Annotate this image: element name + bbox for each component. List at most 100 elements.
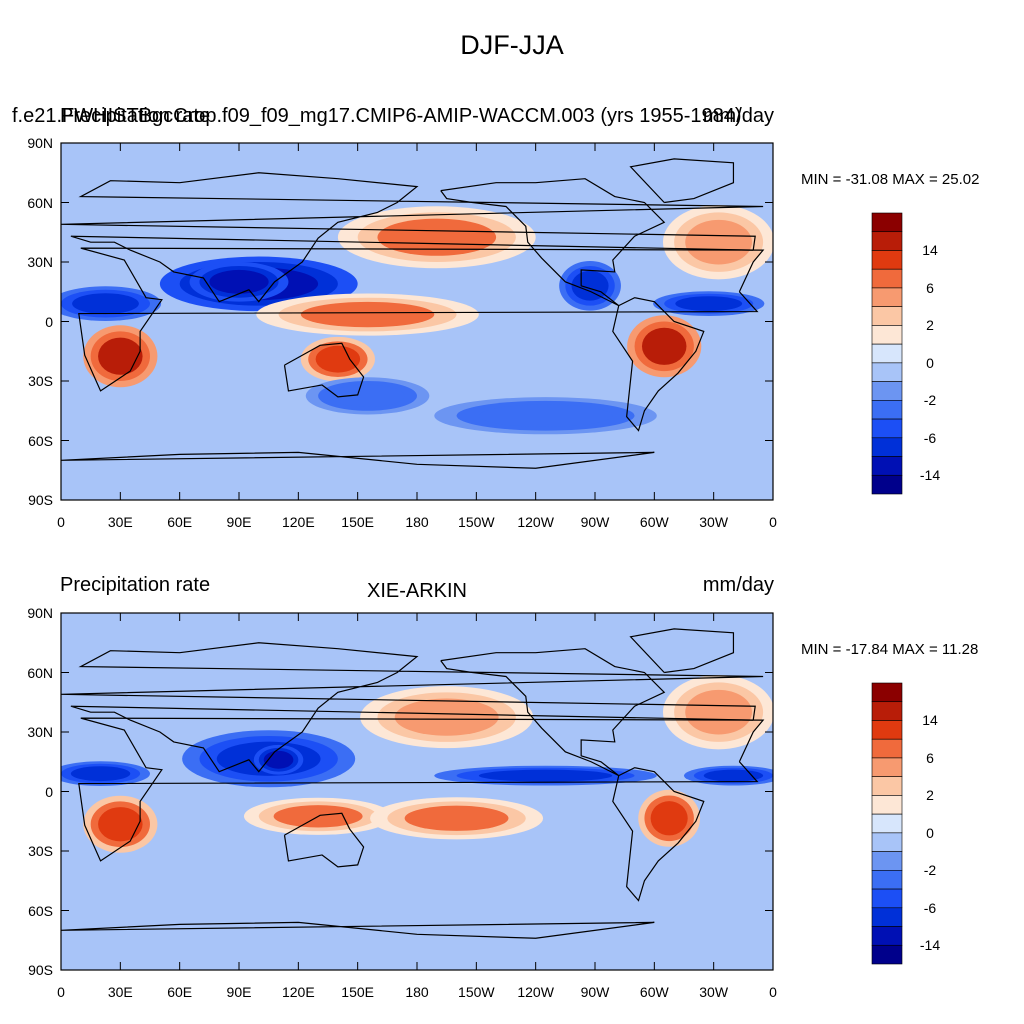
colorbar-swatch [871,400,903,420]
colorbar-swatch [871,325,903,345]
colorbar-swatch [871,870,903,890]
anomaly-contour [404,805,509,831]
panel-variable-title: Precipitation rate [60,105,211,127]
coastline [78,717,765,862]
anomaly-contour [703,769,764,782]
coastline [612,297,705,432]
panel-variable-title: Precipitation rate [60,574,211,596]
colorbar-swatch [871,720,903,740]
coastline [283,812,365,868]
colorbar-swatch [871,306,903,326]
anomaly-contour [377,218,497,256]
anomaly-contour [478,404,613,427]
colorbar-swatch [871,287,903,307]
anomaly-contour [330,384,405,408]
panel-left-title: f.e21.FWHISTBgcCrop.f09_f09_mg17.CMIP6-A… [12,105,742,127]
lon-label: 120E [281,514,315,530]
colorbar-swatch [871,813,903,834]
map-background [61,613,773,970]
min-max-label: MIN = -17.84 MAX = 11.28 [801,641,979,658]
colorbar-swatch [871,926,903,946]
anomaly-contour [394,698,499,736]
anomaly-contour [650,801,688,836]
anomaly-contour [72,293,139,315]
colorbar-swatch [871,250,903,270]
colorbar-label: -6 [923,429,937,446]
colorbar-swatch [871,776,903,796]
colorbar-label: 6 [926,279,934,296]
colorbar-label: -14 [919,937,941,954]
lat-label: 30S [28,843,53,859]
anomaly-contour [209,269,269,294]
panel-units: mm/day [702,574,774,596]
colorbar-label: -6 [923,899,937,916]
anomaly-contour [641,327,687,365]
coastline [612,767,705,902]
coastline [629,628,735,674]
colorbar-swatch [871,212,903,233]
lon-label: 180 [405,984,429,1000]
colorbar-swatch [871,381,903,401]
colorbar-swatch [871,757,903,777]
lon-label: 60W [639,514,669,530]
colorbar-swatch [871,944,903,965]
coastline [61,172,764,303]
lon-label: 60W [639,984,669,1000]
min-max-label: MIN = -31.08 MAX = 25.02 [801,171,980,188]
anomaly-contour [685,689,752,735]
lon-label: 90E [226,984,252,1000]
coastline [440,178,666,307]
anomaly-contour [70,766,131,782]
lon-label: 30E [107,984,133,1000]
lon-label: 180 [405,514,429,530]
coastline [629,158,735,204]
lat-label: 60S [28,432,53,449]
anomaly-contour [685,219,752,265]
lon-label: 0 [57,984,65,1000]
lon-label: 60E [167,514,193,530]
lon-label: 120E [281,984,315,1000]
lat-label: 90S [28,962,53,978]
lat-label: 90S [28,492,53,508]
lat-label: 60N [27,194,53,211]
lon-label: 30E [107,514,133,530]
anomaly-contour [478,769,613,782]
colorbar-swatch [871,851,903,871]
lon-label: 30W [699,984,729,1000]
coastline [78,247,765,392]
main-title: DJF-JJA [460,30,564,60]
lat-label: 90N [27,135,53,151]
colorbar-label: 0 [926,824,934,841]
anomaly-contour [98,337,143,375]
lat-label: 30N [27,254,53,270]
lat-label: 0 [45,783,53,800]
colorbar-swatch [871,888,903,909]
anomaly-contour [675,296,743,312]
colorbar-swatch [871,437,903,457]
anomaly-contour [300,301,435,328]
colorbar-swatch [871,362,903,382]
lon-label: 90W [580,514,610,530]
colorbar-swatch [871,418,903,439]
colorbar-swatch [871,795,903,815]
map-panel-1 [60,612,903,971]
colorbar-label: 14 [922,712,938,729]
lon-label: 30W [699,514,729,530]
lon-label: 60E [167,984,193,1000]
colorbar-label: 6 [926,749,934,766]
lat-label: 60N [27,664,53,681]
lat-label: 60S [28,902,53,919]
lon-label: 150E [341,514,374,530]
anomaly-contour [98,807,143,842]
lon-label: 150E [341,984,374,1000]
coastline [61,451,655,469]
lat-label: 30N [27,724,53,740]
colorbar-swatch [871,474,903,495]
colorbar-label: -2 [923,392,937,409]
colorbar-label: 0 [926,354,934,371]
lon-label: 90E [226,514,252,530]
lon-label: 0 [769,514,777,530]
lon-label: 120W [517,984,554,1000]
lat-label: 90N [27,605,53,621]
